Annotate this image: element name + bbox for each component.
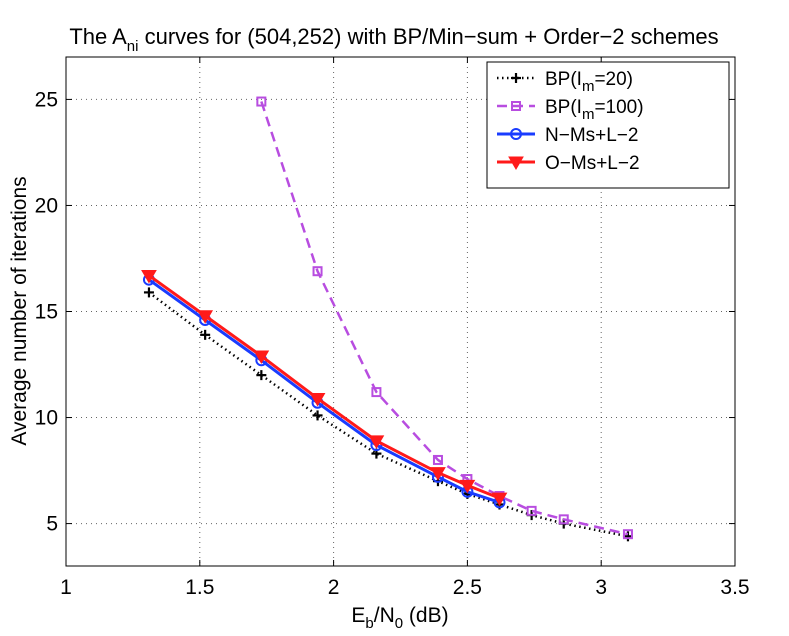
legend-entry-3: O−Ms+L−2 (497, 153, 640, 174)
series-1 (256, 96, 633, 540)
chart-title-main: The A (69, 24, 127, 49)
legend-entry-1: BP(Im=100) (497, 97, 644, 123)
y-tick-label: 20 (35, 194, 58, 217)
data-point (371, 387, 382, 398)
data-point (253, 350, 270, 365)
x-tick-label: 3 (595, 576, 607, 599)
x-axis-label-n: /N (374, 604, 395, 627)
x-axis-label-e-sub: b (365, 615, 373, 632)
y-tick-label: 10 (35, 407, 58, 430)
data-point (622, 529, 633, 540)
legend-box (486, 61, 730, 189)
legend-label: BP(Im=100) (545, 97, 644, 123)
chart-title-sub: ni (127, 38, 139, 55)
legend-marker (508, 156, 524, 170)
data-point (312, 410, 323, 421)
y-axis-label: Average number of iterations (8, 176, 31, 445)
data-point (312, 266, 323, 277)
data-point (197, 310, 214, 324)
legend: BP(Im=20)BP(Im=100)N−Ms+L−2 O−Ms+L−2 (486, 61, 730, 189)
series-3 (141, 269, 508, 507)
legend-marker (511, 101, 521, 111)
data-point (143, 287, 154, 298)
x-tick-label: 1.5 (185, 576, 214, 599)
legend-label: N−Ms+L−2 (545, 125, 638, 146)
x-tick-label: 2 (328, 576, 340, 599)
data-point (309, 392, 326, 407)
data-point (432, 454, 443, 465)
legend-label: O−Ms+L−2 (545, 153, 640, 174)
data-point (200, 329, 211, 340)
x-tick-label: 2.5 (453, 576, 482, 599)
legend-label: BP(Im=20) (545, 69, 633, 95)
data-point (491, 492, 508, 507)
legend-marker (510, 128, 522, 140)
y-tick-label: 5 (46, 513, 58, 536)
x-tick-label: 1 (60, 576, 72, 599)
series-line (260, 101, 629, 536)
legend-entry-2: N−Ms+L−2 (497, 125, 638, 146)
data-point (526, 505, 537, 516)
legend-marker (511, 73, 521, 83)
chart-title: The Ani curves for (504,252) with BP/Min… (69, 24, 718, 55)
x-axis-label: Eb/N0 (dB) (351, 604, 448, 632)
data-point (459, 479, 476, 494)
x-tick-label: 3.5 (720, 576, 749, 599)
data-point (430, 467, 446, 481)
legend-entry-0: BP(Im=20) (497, 69, 633, 95)
data-point (256, 370, 267, 381)
data-point (256, 96, 267, 107)
data-point (141, 269, 157, 284)
y-tick-label: 25 (35, 88, 58, 111)
x-axis-label-rest: (dB) (403, 604, 449, 627)
x-axis-label-e: E (351, 604, 365, 627)
data-point (368, 435, 385, 449)
ticks: 1 1.5 2 2.5 3 3.5 5 10 15 20 25 (35, 57, 750, 599)
series-layer (141, 96, 633, 542)
data-point (558, 514, 569, 525)
chart-title-rest: curves for (504,252) with BP/Min−sum + O… (138, 24, 718, 49)
y-tick-label: 15 (35, 301, 58, 324)
x-axis-label-n-sub: 0 (395, 615, 403, 632)
